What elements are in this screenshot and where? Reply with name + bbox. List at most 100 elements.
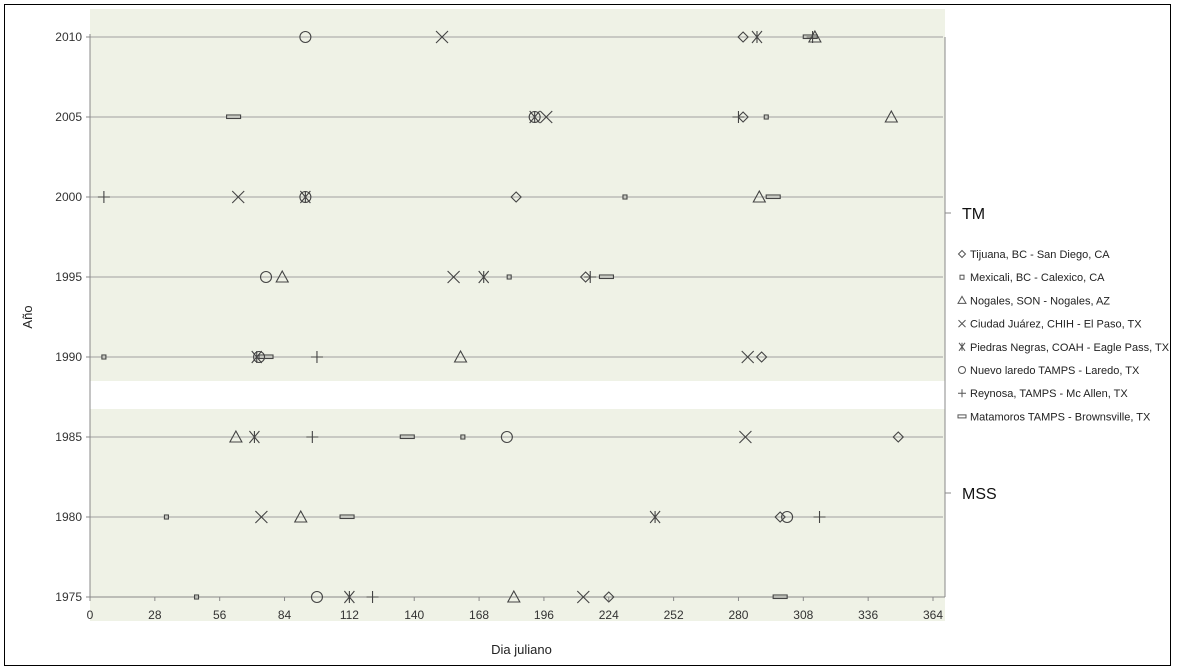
legend-entry: Matamoros TAMPS - Brownsville, TX bbox=[970, 411, 1151, 423]
y-tick-label: 1995 bbox=[55, 270, 82, 284]
legend-marker-square bbox=[959, 274, 965, 280]
x-tick-label: 84 bbox=[278, 608, 292, 622]
x-tick-label: 308 bbox=[793, 608, 813, 622]
legend-marker-asterisk bbox=[958, 342, 966, 352]
x-tick-label: 252 bbox=[664, 608, 684, 622]
x-tick-label: 140 bbox=[404, 608, 424, 622]
x-tick-label: 168 bbox=[469, 608, 489, 622]
point-diamond bbox=[774, 511, 786, 523]
x-tick-label: 0 bbox=[87, 608, 94, 622]
point-plus bbox=[366, 591, 379, 603]
point-x bbox=[231, 190, 245, 204]
x-tick-label: 336 bbox=[858, 608, 878, 622]
point-x bbox=[576, 590, 590, 604]
legend-marker-x bbox=[958, 319, 966, 328]
point-x bbox=[741, 350, 755, 364]
y-tick-label: 1980 bbox=[55, 510, 82, 524]
point-dash bbox=[598, 274, 615, 280]
point-plus bbox=[310, 351, 323, 363]
y-tick-label: 2010 bbox=[55, 30, 82, 44]
y-tick-label: 1985 bbox=[55, 430, 82, 444]
point-dash bbox=[802, 34, 818, 40]
point-plus bbox=[732, 111, 745, 123]
point-x bbox=[539, 110, 553, 124]
point-circle bbox=[528, 110, 541, 124]
point-circle bbox=[299, 30, 312, 44]
point-triangle bbox=[752, 189, 767, 203]
point-square bbox=[622, 194, 628, 200]
point-circle bbox=[500, 430, 513, 444]
point-asterisk bbox=[249, 430, 260, 444]
legend-entry: Reynosa, TAMPS - Mc Allen, TX bbox=[970, 388, 1128, 400]
point-circle bbox=[253, 350, 266, 364]
y-tick-label: 1975 bbox=[55, 590, 82, 604]
point-dash bbox=[765, 194, 781, 200]
point-diamond bbox=[755, 351, 768, 363]
point-asterisk bbox=[649, 510, 661, 524]
point-circle bbox=[299, 190, 312, 204]
point-square bbox=[101, 354, 107, 360]
y-tick-label: 1990 bbox=[55, 350, 82, 364]
point-square bbox=[460, 434, 466, 440]
x-tick-label: 280 bbox=[728, 608, 748, 622]
x-tick-label: 224 bbox=[599, 608, 619, 622]
point-plus bbox=[584, 271, 597, 283]
group-label-mss: MSS bbox=[962, 486, 997, 503]
point-diamond bbox=[737, 31, 749, 43]
point-asterisk bbox=[343, 590, 355, 604]
point-dash bbox=[339, 514, 355, 520]
legend-entry: Tijuana, BC - San Diego, CA bbox=[970, 249, 1110, 261]
point-plus bbox=[306, 431, 319, 443]
legend-entry: Nuevo laredo TAMPS - Laredo, TX bbox=[970, 365, 1140, 377]
point-dash bbox=[399, 434, 415, 440]
legend-marker-circle bbox=[958, 366, 966, 374]
legend-entry: Ciudad Juárez, CHIH - El Paso, TX bbox=[970, 319, 1142, 331]
legend-marker-plus bbox=[958, 389, 966, 398]
x-tick-label: 28 bbox=[148, 608, 162, 622]
point-triangle bbox=[293, 509, 308, 523]
point-triangle bbox=[275, 269, 290, 283]
point-x bbox=[739, 430, 752, 444]
point-diamond bbox=[602, 591, 615, 603]
point-plus bbox=[97, 191, 110, 203]
y-tick-label: 2000 bbox=[55, 190, 82, 204]
legend-entry: Piedras Negras, COAH - Eagle Pass, TX bbox=[970, 342, 1170, 354]
point-triangle bbox=[506, 589, 521, 603]
point-square bbox=[763, 114, 769, 120]
panel-tm bbox=[90, 9, 945, 381]
legend-entry: Nogales, SON - Nogales, AZ bbox=[970, 295, 1110, 307]
x-tick-label: 112 bbox=[340, 608, 359, 622]
point-circle bbox=[781, 510, 794, 524]
x-tick-label: 364 bbox=[923, 608, 943, 622]
point-x bbox=[254, 510, 268, 524]
point-diamond bbox=[737, 111, 749, 123]
panel-mss bbox=[90, 409, 945, 621]
y-axis-title: Año bbox=[20, 305, 35, 328]
legend-entry: Mexicali, BC - Calexico, CA bbox=[970, 272, 1105, 284]
point-square bbox=[163, 514, 169, 520]
point-asterisk bbox=[751, 30, 763, 44]
point-x bbox=[435, 30, 449, 44]
point-dash bbox=[772, 594, 788, 600]
x-axis-title: Dia juliano bbox=[491, 642, 552, 657]
point-triangle bbox=[453, 349, 468, 363]
point-circle bbox=[259, 270, 273, 284]
point-square bbox=[193, 594, 200, 600]
point-plus bbox=[813, 511, 826, 523]
point-asterisk bbox=[251, 350, 263, 364]
x-tick-label: 196 bbox=[534, 608, 554, 622]
point-diamond bbox=[510, 191, 522, 203]
point-square bbox=[506, 274, 512, 280]
point-triangle bbox=[884, 109, 899, 123]
point-triangle bbox=[228, 429, 243, 443]
x-tick-label: 56 bbox=[213, 608, 227, 622]
point-diamond bbox=[579, 271, 592, 283]
point-circle bbox=[310, 590, 324, 604]
point-asterisk bbox=[478, 270, 490, 284]
point-x bbox=[447, 270, 460, 284]
group-label-tm: TM bbox=[962, 206, 985, 223]
point-dash bbox=[226, 114, 242, 120]
legend-marker-triangle bbox=[957, 295, 967, 304]
point-dash bbox=[258, 354, 274, 360]
